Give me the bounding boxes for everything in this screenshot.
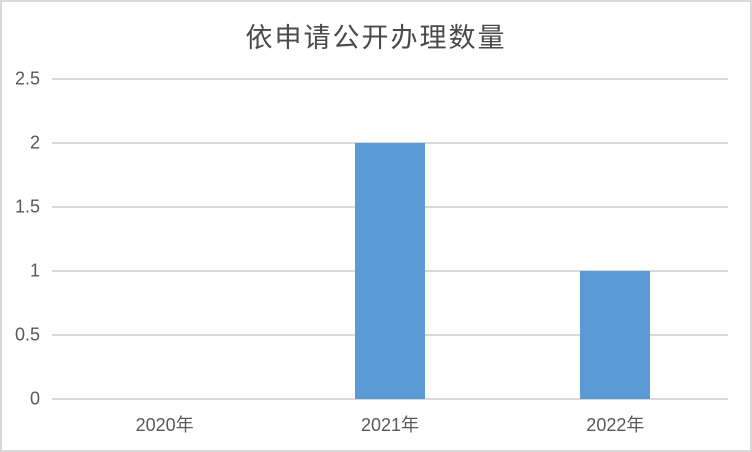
y-tick-label: 0 [29,388,40,409]
gridline-y-2.5 [52,78,728,80]
plot-area: 0 0.5 1 1.5 2 2.5 2020年 2021年 2022年 [15,69,728,435]
x-tick-label-2021年: 2021年 [360,415,420,435]
x-tick-label-2020年: 2020年 [135,415,194,435]
y-tick-label: 0.5 [14,324,40,345]
gridline-y-0 [52,398,728,400]
chart-title: 依申请公开办理数量 [245,23,507,54]
y-tick-label: 1.5 [14,196,40,217]
y-tick-label: 2.5 [14,68,40,89]
x-tick-label-2022年: 2022年 [586,415,645,435]
bar-2022年 [580,271,651,399]
y-tick-label: 2 [29,132,40,153]
y-tick-label: 1 [29,260,40,281]
bar-2021年 [355,143,425,399]
